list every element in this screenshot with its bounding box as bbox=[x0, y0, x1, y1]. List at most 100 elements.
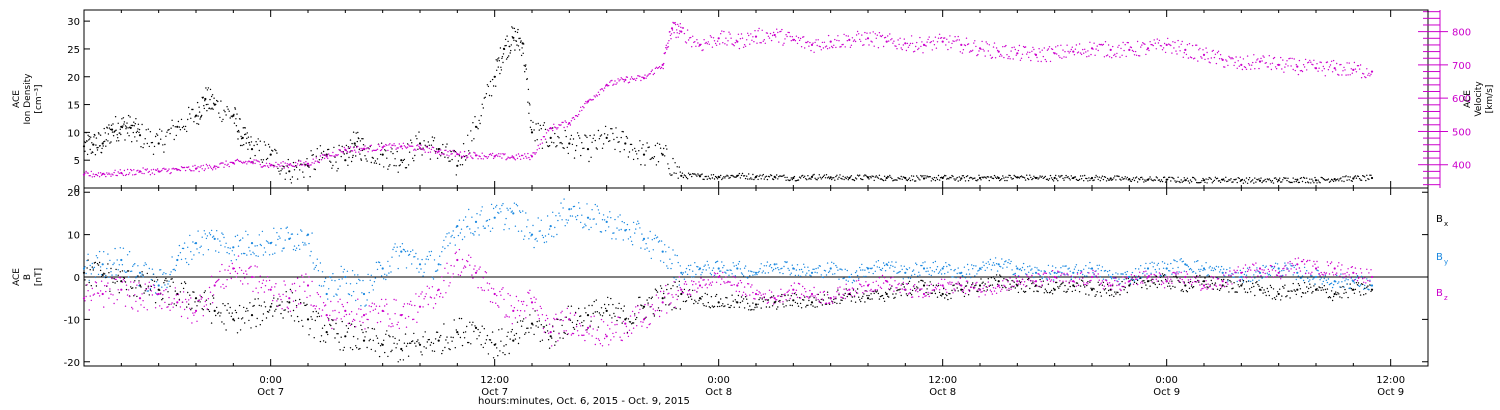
data-sample bbox=[134, 174, 136, 176]
data-sample bbox=[1211, 182, 1214, 184]
data-point bbox=[922, 267, 926, 270]
data-sample bbox=[847, 179, 849, 181]
data-sample bbox=[407, 254, 410, 256]
data-sample bbox=[581, 109, 583, 112]
data-sample bbox=[421, 154, 423, 156]
data-sample bbox=[181, 247, 184, 250]
data-sample bbox=[707, 41, 709, 43]
data-sample bbox=[184, 282, 187, 285]
data-sample bbox=[838, 294, 840, 296]
data-sample bbox=[853, 179, 856, 182]
data-sample bbox=[681, 273, 684, 276]
data-sample bbox=[1293, 289, 1295, 291]
data-sample bbox=[235, 125, 238, 127]
data-sample bbox=[1313, 59, 1315, 61]
data-sample bbox=[646, 299, 648, 301]
data-sample bbox=[807, 175, 809, 177]
data-sample bbox=[334, 156, 336, 158]
data-sample bbox=[1088, 55, 1090, 57]
data-sample bbox=[244, 133, 246, 136]
data-sample bbox=[461, 164, 464, 166]
data-sample bbox=[190, 309, 192, 311]
data-sample bbox=[518, 49, 521, 51]
data-sample bbox=[461, 156, 464, 158]
data-sample bbox=[261, 319, 264, 322]
data-sample bbox=[626, 331, 629, 334]
data-sample bbox=[154, 302, 157, 304]
data-sample bbox=[1216, 288, 1219, 290]
data-sample bbox=[1079, 52, 1082, 54]
data-sample bbox=[1367, 74, 1369, 76]
data-sample bbox=[229, 247, 231, 249]
data-sample bbox=[1341, 297, 1343, 299]
data-sample bbox=[1347, 74, 1349, 76]
data-sample bbox=[563, 126, 565, 129]
data-sample bbox=[588, 228, 590, 231]
data-sample bbox=[921, 41, 923, 43]
data-sample bbox=[946, 38, 948, 40]
data-sample bbox=[1145, 180, 1147, 182]
data-sample bbox=[504, 353, 506, 356]
data-sample bbox=[920, 45, 922, 48]
data-sample bbox=[1306, 286, 1308, 288]
data-sample bbox=[109, 173, 111, 175]
data-sample bbox=[834, 301, 836, 304]
data-sample bbox=[312, 158, 314, 160]
data-sample bbox=[136, 130, 139, 132]
data-sample bbox=[1212, 49, 1215, 52]
data-sample bbox=[1075, 178, 1078, 181]
data-sample bbox=[364, 336, 366, 338]
data-sample bbox=[375, 261, 378, 264]
data-sample bbox=[1050, 289, 1053, 292]
data-sample bbox=[663, 261, 665, 264]
data-sample bbox=[179, 129, 182, 131]
data-sample bbox=[516, 44, 518, 46]
data-sample bbox=[956, 39, 958, 41]
data-sample bbox=[626, 137, 629, 139]
data-sample bbox=[334, 155, 336, 157]
data-sample bbox=[323, 280, 326, 283]
data-sample bbox=[153, 280, 156, 282]
data-sample bbox=[738, 306, 741, 308]
data-sample bbox=[583, 147, 585, 149]
data-sample bbox=[906, 179, 909, 182]
data-sample bbox=[395, 347, 397, 349]
data-sample bbox=[103, 127, 105, 130]
data-sample bbox=[428, 147, 430, 150]
data-sample bbox=[1191, 44, 1194, 47]
data-sample bbox=[313, 337, 315, 339]
data-point bbox=[1352, 68, 1355, 71]
data-sample bbox=[237, 245, 240, 247]
data-sample bbox=[608, 140, 610, 143]
data-sample bbox=[567, 152, 569, 155]
data-sample bbox=[1287, 177, 1289, 179]
data-sample bbox=[816, 306, 818, 308]
data-sample bbox=[1066, 176, 1068, 179]
data-sample bbox=[706, 178, 708, 180]
data-sample bbox=[109, 142, 111, 144]
data-sample bbox=[1206, 51, 1208, 54]
data-sample bbox=[563, 147, 565, 150]
data-sample bbox=[486, 84, 489, 86]
data-sample bbox=[497, 58, 499, 60]
data-sample bbox=[281, 168, 283, 170]
data-sample bbox=[234, 107, 236, 109]
data-sample bbox=[293, 169, 296, 171]
data-sample bbox=[515, 154, 518, 156]
data-sample bbox=[447, 157, 449, 159]
data-sample bbox=[609, 81, 611, 83]
data-sample bbox=[221, 120, 223, 123]
data-sample bbox=[146, 142, 148, 145]
data-sample bbox=[1309, 178, 1311, 180]
data-sample bbox=[487, 353, 490, 355]
data-sample bbox=[537, 122, 539, 125]
data-sample bbox=[1292, 282, 1294, 285]
data-sample bbox=[351, 150, 354, 152]
data-sample bbox=[379, 264, 382, 267]
data-point bbox=[586, 216, 590, 219]
data-sample bbox=[516, 205, 519, 207]
data-sample bbox=[425, 258, 427, 260]
data-sample bbox=[143, 143, 145, 145]
data-sample bbox=[160, 170, 162, 172]
data-sample bbox=[1200, 276, 1202, 278]
